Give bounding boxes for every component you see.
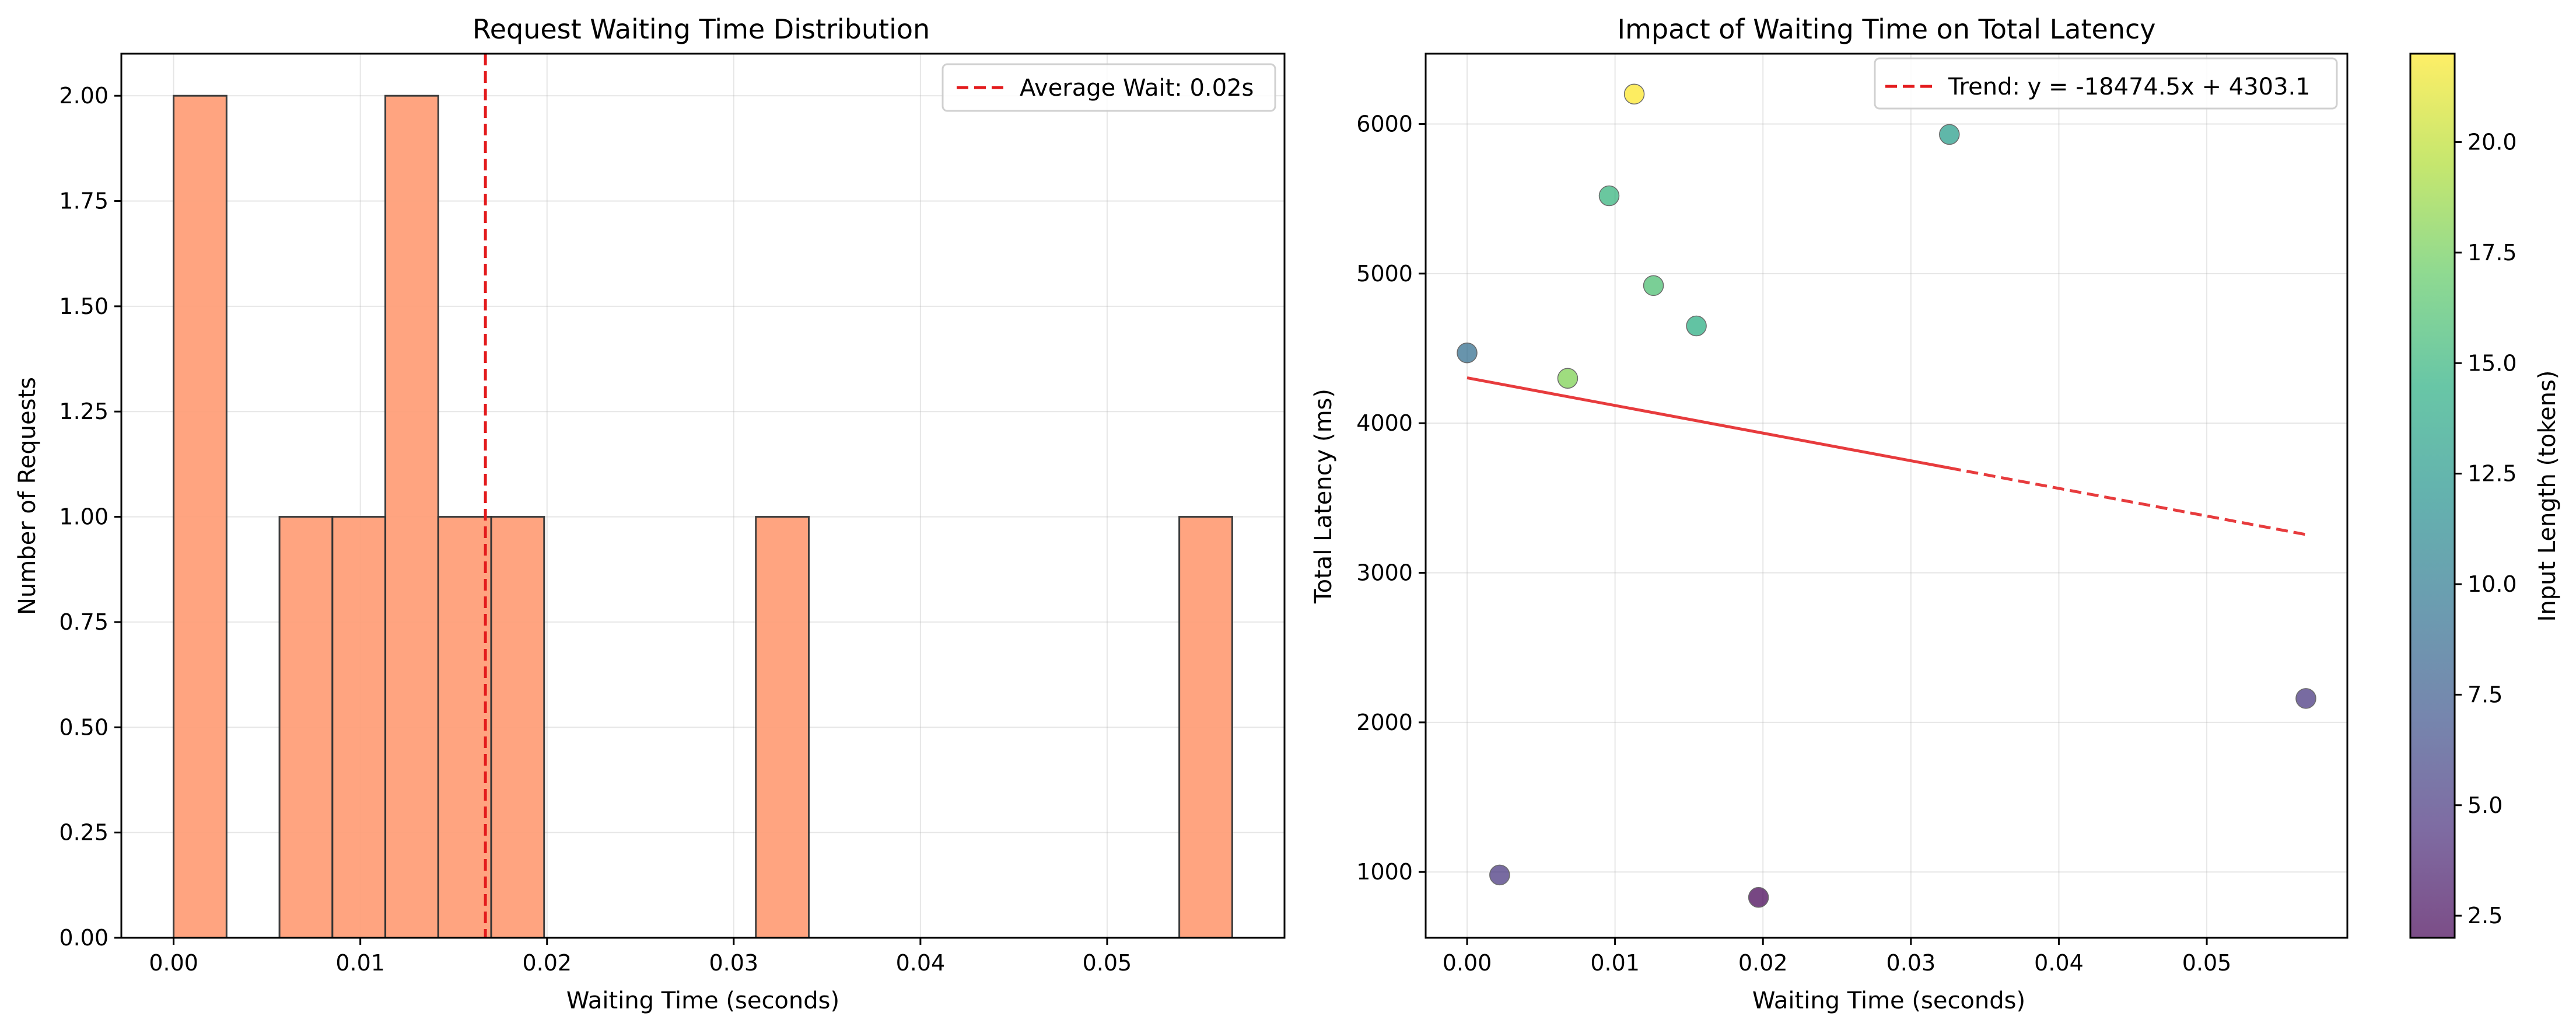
histogram-legend-label: Average Wait: 0.02s: [1020, 75, 1254, 102]
scatter-title: Impact of Waiting Time on Total Latency: [1618, 13, 2156, 45]
colorbar-tick-label: 20.0: [2468, 130, 2517, 155]
x-tick-label: 0.04: [896, 950, 946, 976]
scatter-x-axis-label: Waiting Time (seconds): [1752, 987, 2025, 1014]
histogram-legend: Average Wait: 0.02s: [942, 63, 1276, 112]
histogram-bar: [331, 516, 387, 939]
histogram-bar: [173, 95, 228, 939]
y-tick-label: 0.25: [59, 820, 108, 846]
y-tick-label: 1.75: [59, 188, 108, 214]
histogram-title: Request Waiting Time Distribution: [473, 13, 930, 45]
colorbar-tick-label: 17.5: [2468, 240, 2517, 266]
histogram-x-axis-label: Waiting Time (seconds): [566, 987, 839, 1014]
scatter-point: [1939, 124, 1960, 145]
x-tick-label: 0.03: [709, 950, 759, 976]
colorbar-tick-label: 7.5: [2468, 682, 2502, 707]
y-tick-label: 0.50: [59, 714, 108, 740]
scatter-point: [1557, 368, 1578, 389]
colorbar-tick-label: 5.0: [2468, 792, 2502, 818]
scatter-y-ticks: 1000 2000 3000 4000 5000 6000: [1356, 111, 1426, 885]
histogram-bar: [437, 516, 492, 939]
scatter-x-ticks: 0.00 0.01 0.02 0.03 0.04 0.05: [1443, 938, 2232, 976]
colorbar-gradient: [2410, 54, 2455, 938]
histogram-bar: [278, 516, 334, 939]
scatter-grid: [1426, 54, 2347, 938]
y-tick-label: 1.50: [59, 294, 108, 319]
histogram-bar: [755, 516, 810, 939]
histogram-panel: Request Waiting Time Distribution 0.00 0.…: [14, 13, 1286, 1014]
y-tick-label: 4000: [1356, 410, 1413, 436]
colorbar-frame: [2409, 53, 2456, 939]
scatter-point: [1748, 887, 1769, 908]
y-tick-label: 0.75: [59, 609, 108, 635]
y-tick-label: 3000: [1356, 560, 1413, 586]
scatter-point: [1598, 185, 1620, 207]
x-tick-label: 0.00: [149, 950, 198, 976]
scatter-points: [1457, 83, 2316, 908]
histogram-bar: [1178, 516, 1233, 939]
x-tick-label: 0.04: [2034, 950, 2084, 976]
scatter-point: [1643, 275, 1664, 296]
y-tick-label: 0.00: [59, 925, 108, 951]
histogram-legend-box: [942, 63, 1276, 112]
scatter-point: [1686, 315, 1707, 337]
x-tick-label: 0.03: [1887, 950, 1936, 976]
colorbar-ticks: 2.5 5.0 7.5 10.0 12.5 15.0 17.5 20.0: [2455, 130, 2517, 928]
histogram-bars: [173, 95, 1233, 939]
scatter-legend-label: Trend: y = -18474.5x + 4303.1: [1948, 74, 2311, 100]
histogram-y-axis-label: Number of Requests: [14, 377, 41, 615]
trend-line-dashed: [1949, 466, 2306, 536]
colorbar-tick-label: 12.5: [2468, 461, 2517, 487]
scatter-legend-box: [1874, 57, 2338, 110]
y-tick-label: 1000: [1356, 859, 1413, 885]
scatter-point: [1457, 342, 1478, 364]
colorbar: 2.5 5.0 7.5 10.0 12.5 15.0 17.5 20.0 Input Leng…: [2409, 53, 2561, 939]
colorbar-label: Input Length (tokens): [2534, 371, 2561, 622]
colorbar-tick-label: 2.5: [2468, 903, 2502, 928]
x-tick-label: 0.05: [2182, 950, 2232, 976]
scatter-plot-frame: [1424, 53, 2348, 939]
colorbar-tick-label: 15.0: [2468, 350, 2517, 376]
colorbar-tick-label: 10.0: [2468, 571, 2517, 597]
histogram-bar: [384, 95, 439, 939]
scatter-point: [1489, 864, 1510, 886]
scatter-y-axis-label: Total Latency (ms): [1310, 389, 1337, 604]
scatter-legend: Trend: y = -18474.5x + 4303.1: [1874, 57, 2338, 110]
y-tick-label: 2000: [1356, 710, 1413, 735]
x-tick-label: 0.02: [1738, 950, 1788, 976]
y-tick-label: 5000: [1356, 261, 1413, 287]
x-tick-label: 0.01: [335, 950, 385, 976]
y-tick-label: 6000: [1356, 111, 1413, 137]
histogram-x-ticks: 0.00 0.01 0.02 0.03 0.04 0.05: [149, 938, 1132, 976]
y-tick-label: 1.25: [59, 399, 108, 424]
y-tick-label: 1.00: [59, 504, 108, 530]
trend-line-solid: [1466, 376, 1950, 470]
scatter-panel: Impact of Waiting Time on Total Latency …: [1310, 13, 2348, 1014]
histogram-plot-frame: [120, 53, 1286, 939]
x-tick-label: 0.05: [1083, 950, 1132, 976]
scatter-point: [1623, 83, 1645, 104]
x-tick-label: 0.01: [1590, 950, 1640, 976]
x-tick-label: 0.00: [1443, 950, 1492, 976]
y-tick-label: 2.00: [59, 83, 108, 109]
histogram-y-ticks: 0.00 0.25 0.50 0.75 1.00 1.25 1.50 1.75 2.00: [59, 83, 121, 951]
scatter-point: [2295, 688, 2316, 709]
histogram-bar: [490, 516, 545, 939]
x-tick-label: 0.02: [522, 950, 572, 976]
